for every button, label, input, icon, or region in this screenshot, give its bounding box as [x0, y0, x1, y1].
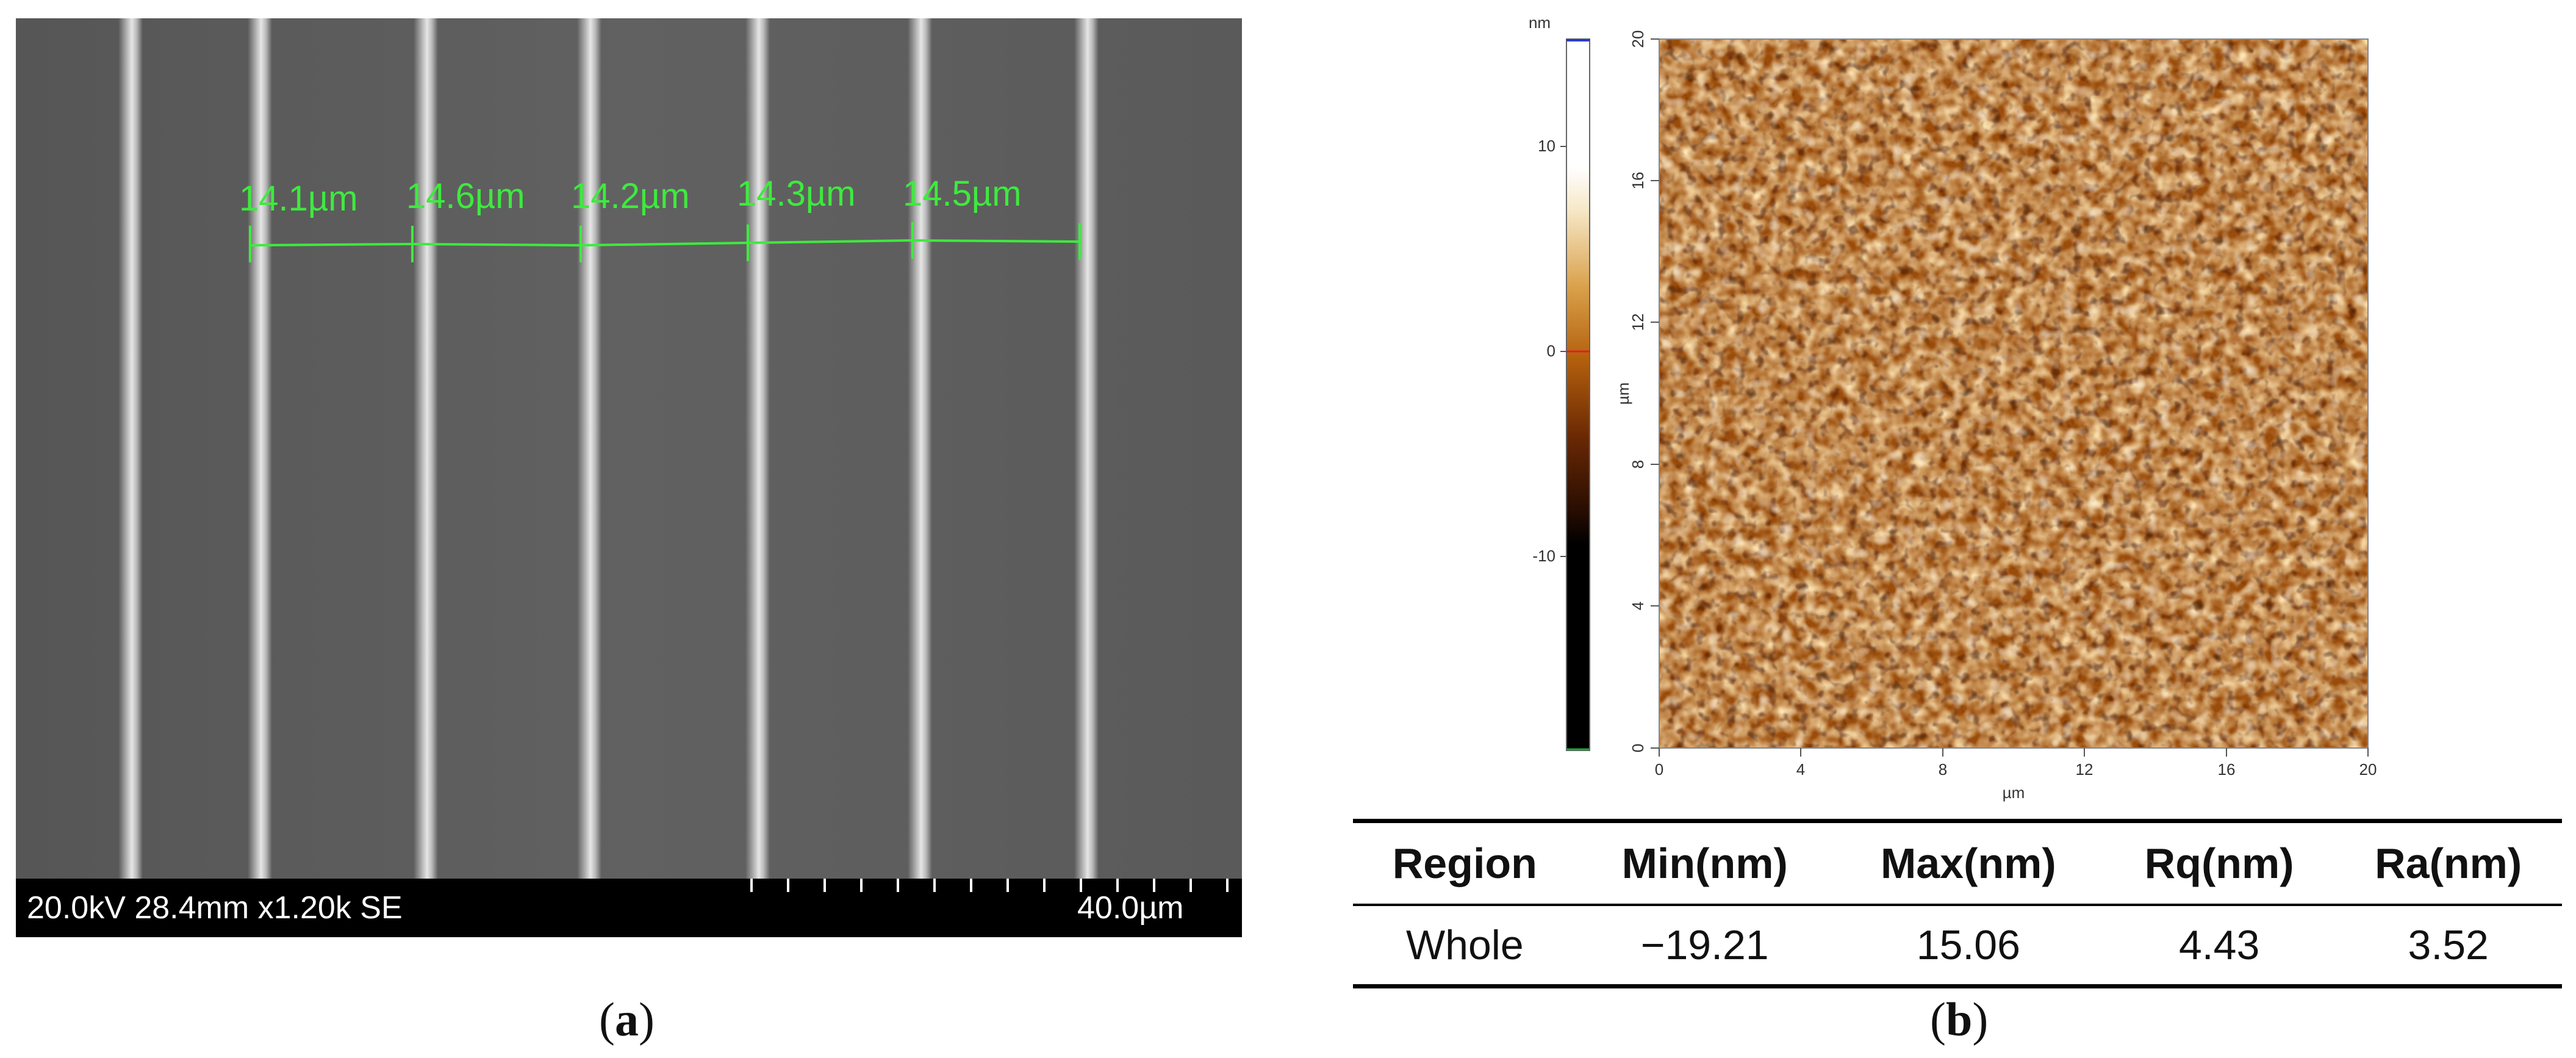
ridge-line — [118, 18, 143, 879]
x-tick-label: 12 — [2076, 760, 2093, 779]
scale-tick — [933, 879, 936, 892]
scale-tick — [750, 879, 753, 892]
scale-bar-label: 40.0µm — [1077, 890, 1184, 926]
table-header-row: Region Min(nm) Max(nm) Rq(nm) Ra(nm) — [1353, 821, 2562, 905]
measurement-label: 14.5µm — [903, 174, 1022, 214]
column-header: Min(nm) — [1621, 840, 1788, 887]
scale-tick — [1226, 879, 1229, 892]
scale-tick — [897, 879, 899, 892]
scale-tick — [1080, 879, 1082, 892]
colorbar-tick: 10 — [1538, 137, 1555, 155]
column-header: Region — [1392, 840, 1537, 887]
scale-tick — [1153, 879, 1155, 892]
afm-height-map — [1659, 38, 2369, 749]
table-cell: 4.43 — [2178, 922, 2260, 968]
scale-tick — [1043, 879, 1046, 892]
scale-tick — [970, 879, 972, 892]
scale-tick — [1116, 879, 1119, 892]
table-cell: −19.21 — [1640, 922, 1769, 968]
x-axis-label: µm — [2003, 783, 2025, 802]
ridge-line — [577, 18, 601, 879]
y-tick-label: 12 — [1629, 314, 1647, 331]
scale-tick — [1006, 879, 1009, 892]
y-tick-label: 4 — [1629, 602, 1647, 610]
table-cell: Whole — [1405, 922, 1524, 968]
ridge-line — [414, 18, 438, 879]
ridge-line — [1074, 18, 1099, 879]
table-row: Whole −19.21 15.06 4.43 3.52 — [1353, 905, 2562, 987]
measurement-overlay — [249, 222, 1081, 262]
measurement-label: 14.6µm — [406, 176, 525, 216]
x-tick-label: 16 — [2218, 760, 2236, 779]
sem-image: 14.1µm 14.6µm 14.2µm 14.3µm 14.5µm 20.0k… — [16, 18, 1242, 937]
column-header: Rq(nm) — [2144, 840, 2294, 887]
x-tick-label: 4 — [1796, 760, 1805, 779]
table-cell: 3.52 — [2408, 922, 2489, 968]
y-tick-label: 8 — [1629, 460, 1647, 469]
sem-info-bar: 20.0kV 28.4mm x1.20k SE 40.0µm — [16, 879, 1242, 937]
caption-b: (b) — [1930, 993, 1989, 1046]
sem-parameters: 20.0kV 28.4mm x1.20k SE — [27, 890, 403, 926]
caption-letter: b — [1945, 993, 1973, 1046]
y-tick-label: 0 — [1629, 744, 1647, 752]
afm-figure: nm 10 0 -10 0 4 8 12 16 20 µm 0 4 8 — [1529, 13, 2377, 802]
roughness-table: Region Min(nm) Max(nm) Rq(nm) Ra(nm) Who… — [1353, 819, 2562, 988]
measurement-label: 14.1µm — [239, 179, 358, 218]
ridge-line — [908, 18, 932, 879]
colorbar-unit: nm — [1529, 13, 1551, 32]
ridge-line — [248, 18, 272, 879]
scale-tick — [1189, 879, 1192, 892]
ridge-line — [745, 18, 770, 879]
x-tick-label: 20 — [2359, 760, 2377, 779]
caption-letter: a — [614, 993, 639, 1046]
column-header: Max(nm) — [1880, 840, 2056, 887]
column-header: Ra(nm) — [2375, 840, 2522, 887]
measurement-label: 14.3µm — [737, 174, 856, 214]
colorbar — [1566, 38, 1590, 751]
y-axis-label: µm — [1614, 383, 1632, 405]
colorbar-tick: 0 — [1547, 342, 1555, 360]
scale-tick — [860, 879, 863, 892]
scale-tick — [823, 879, 826, 892]
x-tick-label: 0 — [1655, 760, 1663, 779]
table-cell: 15.06 — [1916, 922, 2020, 968]
x-tick-label: 8 — [1939, 760, 1947, 779]
y-tick-label: 16 — [1629, 172, 1647, 190]
colorbar-tick: -10 — [1532, 547, 1555, 565]
scale-tick — [787, 879, 789, 892]
measurement-label: 14.2µm — [571, 176, 690, 216]
caption-a: (a) — [599, 993, 655, 1046]
y-tick-label: 20 — [1629, 31, 1647, 48]
